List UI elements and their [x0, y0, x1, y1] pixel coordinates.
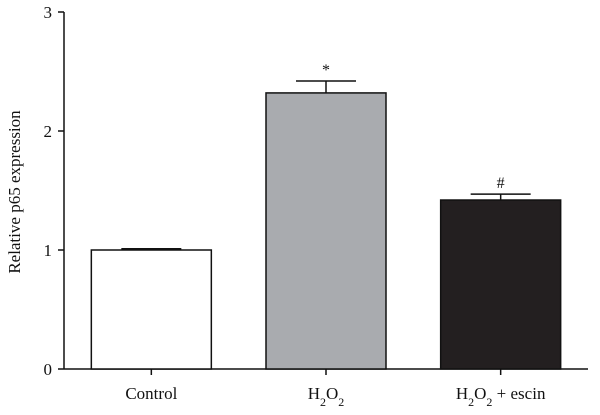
- subscript: 2: [468, 395, 474, 409]
- bar: [265, 92, 387, 370]
- subscript: 2: [486, 395, 492, 409]
- label-part: H: [456, 384, 468, 403]
- label-part: Control: [125, 384, 177, 403]
- y-tick-label: 3: [44, 3, 53, 22]
- label-part: O: [326, 384, 338, 403]
- y-tick-label: 1: [44, 241, 53, 260]
- bar: [439, 199, 562, 370]
- y-axis-title: Relative p65 expression: [5, 110, 24, 274]
- label-part: + escin: [492, 384, 546, 403]
- x-tick-label: H2O2 + escin: [456, 384, 546, 409]
- x-tick-label: H2O2: [308, 384, 345, 409]
- bar: [90, 249, 213, 370]
- label-part: H: [308, 384, 320, 403]
- bars: [90, 80, 562, 370]
- y-tick-label: 0: [44, 360, 53, 379]
- subscript: 2: [338, 395, 344, 409]
- y-tick-label: 2: [44, 122, 53, 141]
- significance-label: #: [497, 175, 505, 192]
- subscript: 2: [320, 395, 326, 409]
- x-tick-label: Control: [125, 384, 177, 403]
- significance-label: *: [322, 62, 330, 79]
- label-part: O: [474, 384, 486, 403]
